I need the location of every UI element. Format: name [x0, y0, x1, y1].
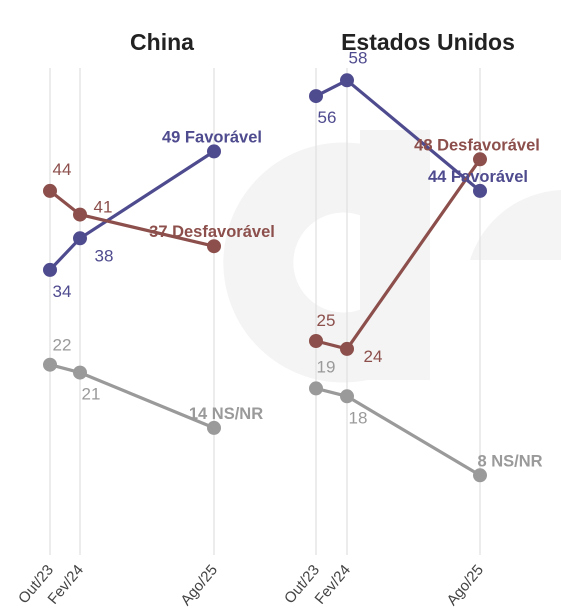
watermark-e: [470, 190, 561, 260]
end-label-china-fav-2: 49 Favorável: [162, 128, 262, 146]
data-point-china-ns-2: [207, 420, 221, 435]
panel-titles: China Estados Unidos: [130, 29, 515, 55]
end-label-estados-unidos-fav-2: 44 Favorável: [428, 168, 528, 186]
x-tick-estados-unidos-2: Ago/25: [443, 562, 487, 609]
end-label-estados-unidos-ns-2: 8 NS/NR: [477, 452, 542, 470]
data-point-china-ns-0: [43, 357, 57, 372]
data-label-estados-unidos-fav-0: 56: [318, 108, 337, 127]
x-tick-china-2: Ago/25: [177, 562, 221, 609]
data-label-estados-unidos-fav-1: 58: [349, 48, 368, 67]
data-label-china-fav-1: 38: [95, 246, 114, 265]
data-point-estados-unidos-ns-0: [309, 381, 323, 396]
end-label-china-ns-2: 14 NS/NR: [189, 405, 263, 423]
data-point-china-fav-0: [43, 262, 57, 277]
data-label-estados-unidos-desf-0: 25: [317, 311, 336, 330]
data-point-china-fav-1: [73, 231, 87, 246]
panel-title-estados-unidos: Estados Unidos: [341, 29, 515, 55]
data-label-china-ns-1: 21: [82, 385, 101, 404]
data-point-china-desf-0: [43, 183, 57, 198]
data-point-estados-unidos-ns-2: [473, 468, 487, 483]
series-points: [43, 73, 487, 483]
data-label-estados-unidos-ns-0: 19: [317, 357, 336, 376]
data-point-china-fav-2: [207, 144, 221, 159]
data-label-china-ns-0: 22: [53, 336, 72, 355]
data-label-china-desf-0: 44: [53, 160, 72, 179]
data-label-china-desf-1: 41: [94, 198, 113, 217]
data-point-china-desf-2: [207, 239, 221, 254]
series-line-estados-unidos-ns: [314, 386, 482, 477]
panel-title-china: China: [130, 29, 194, 55]
data-point-china-desf-1: [73, 207, 87, 222]
data-point-china-ns-1: [73, 365, 87, 380]
data-label-estados-unidos-ns-1: 18: [349, 408, 368, 427]
end-label-china-desf-2: 37 Desfavorável: [149, 223, 275, 241]
watermark-stem: [360, 130, 430, 380]
data-point-estados-unidos-fav-1: [340, 73, 354, 88]
data-point-estados-unidos-fav-2: [473, 183, 487, 198]
data-point-estados-unidos-desf-1: [340, 341, 354, 356]
data-label-estados-unidos-desf-1: 24: [364, 347, 383, 366]
data-point-estados-unidos-desf-0: [309, 334, 323, 348]
data-point-estados-unidos-ns-1: [340, 389, 354, 404]
end-label-estados-unidos-desf-2: 48 Desfavorável: [414, 136, 540, 154]
data-point-estados-unidos-desf-2: [473, 152, 487, 167]
data-label-china-fav-0: 34: [53, 282, 72, 301]
data-point-estados-unidos-fav-0: [309, 89, 323, 104]
data-labels: 34 38 49 Favorável 44 41 37 Desfavorável 22 21 1…: [53, 48, 543, 470]
